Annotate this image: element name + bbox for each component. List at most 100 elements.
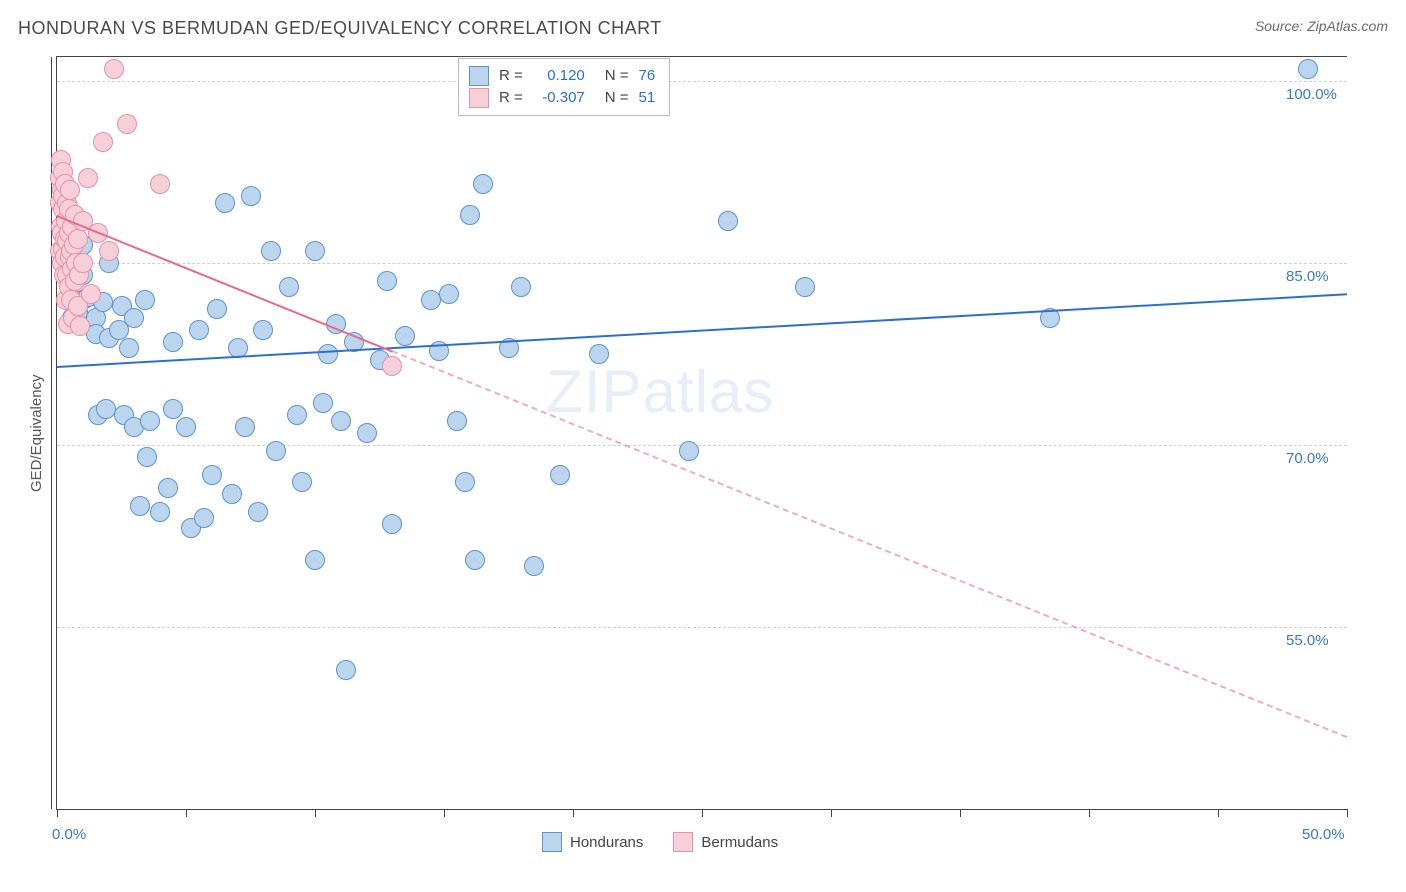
x-tick — [57, 809, 58, 817]
chart-title: HONDURAN VS BERMUDAN GED/EQUIVALENCY COR… — [18, 18, 662, 39]
data-point — [202, 465, 222, 485]
data-point — [96, 399, 116, 419]
grid-line — [57, 81, 1347, 82]
data-point — [119, 338, 139, 358]
data-point — [261, 241, 281, 261]
grid-line — [57, 263, 1347, 264]
data-point — [215, 193, 235, 213]
data-point — [163, 332, 183, 352]
data-point — [455, 472, 475, 492]
legend-n-label: N = — [605, 65, 629, 87]
legend-swatch — [469, 66, 489, 86]
x-tick — [831, 809, 832, 817]
x-tick — [186, 809, 187, 817]
series-legend-item: Bermudans — [673, 832, 778, 852]
data-point — [176, 417, 196, 437]
data-point — [279, 277, 299, 297]
data-point — [382, 514, 402, 534]
data-point — [357, 423, 377, 443]
data-point — [331, 411, 351, 431]
trend-line — [57, 294, 1347, 369]
data-point — [421, 290, 441, 310]
data-point — [130, 496, 150, 516]
data-point — [189, 320, 209, 340]
data-point — [150, 174, 170, 194]
legend-n-value: 76 — [639, 65, 656, 87]
x-tick — [1347, 809, 1348, 817]
data-point — [104, 59, 124, 79]
plot-area — [56, 56, 1347, 810]
data-point — [241, 186, 261, 206]
data-point — [336, 660, 356, 680]
data-point — [81, 284, 101, 304]
data-point — [305, 241, 325, 261]
data-point — [135, 290, 155, 310]
series-legend-item: Hondurans — [542, 832, 643, 852]
data-point — [313, 393, 333, 413]
data-point — [292, 472, 312, 492]
x-tick-label: 50.0% — [1302, 826, 1345, 843]
legend-n-label: N = — [605, 87, 629, 109]
data-point — [194, 508, 214, 528]
grid-line — [57, 627, 1347, 628]
data-point — [318, 344, 338, 364]
data-point — [248, 502, 268, 522]
data-point — [305, 550, 325, 570]
series-name: Bermudans — [701, 834, 778, 851]
legend-r-label: R = — [499, 87, 523, 109]
legend-r-value: 0.120 — [533, 65, 585, 87]
data-point — [377, 271, 397, 291]
data-point — [511, 277, 531, 297]
data-point — [460, 205, 480, 225]
data-point — [287, 405, 307, 425]
data-point — [124, 308, 144, 328]
data-point — [99, 241, 119, 261]
x-tick — [702, 809, 703, 817]
data-point — [266, 441, 286, 461]
legend-n-value: 51 — [639, 87, 656, 109]
data-point — [117, 114, 137, 134]
x-tick — [1218, 809, 1219, 817]
legend-swatch — [469, 88, 489, 108]
y-tick-label: 85.0% — [1286, 268, 1329, 285]
series-name: Hondurans — [570, 834, 643, 851]
data-point — [78, 168, 98, 188]
data-point — [73, 253, 93, 273]
y-tick-label: 55.0% — [1286, 632, 1329, 649]
data-point — [382, 356, 402, 376]
data-point — [1298, 59, 1318, 79]
data-point — [253, 320, 273, 340]
y-tick-label: 70.0% — [1286, 450, 1329, 467]
data-point — [137, 447, 157, 467]
data-point — [447, 411, 467, 431]
data-point — [207, 299, 227, 319]
y-tick-label: 100.0% — [1286, 86, 1337, 103]
data-point — [222, 484, 242, 504]
data-point — [158, 478, 178, 498]
data-point — [235, 417, 255, 437]
x-tick — [960, 809, 961, 817]
legend-swatch — [542, 832, 562, 852]
source-label: Source: ZipAtlas.com — [1255, 18, 1388, 34]
y-axis-label: GED/Equivalency — [28, 374, 45, 492]
data-point — [150, 502, 170, 522]
data-point — [68, 229, 88, 249]
data-point — [473, 174, 493, 194]
legend-r-value: -0.307 — [533, 87, 585, 109]
data-point — [439, 284, 459, 304]
data-point — [550, 465, 570, 485]
legend-row: R = 0.120 N = 76 — [469, 65, 655, 87]
data-point — [465, 550, 485, 570]
data-point — [524, 556, 544, 576]
legend-r-label: R = — [499, 65, 523, 87]
grid-line — [57, 445, 1347, 446]
legend-swatch — [673, 832, 693, 852]
data-point — [140, 411, 160, 431]
data-point — [395, 326, 415, 346]
data-point — [589, 344, 609, 364]
data-point — [60, 180, 80, 200]
trend-line — [392, 350, 1347, 738]
data-point — [795, 277, 815, 297]
x-tick-label: 0.0% — [52, 826, 86, 843]
x-tick — [1089, 809, 1090, 817]
